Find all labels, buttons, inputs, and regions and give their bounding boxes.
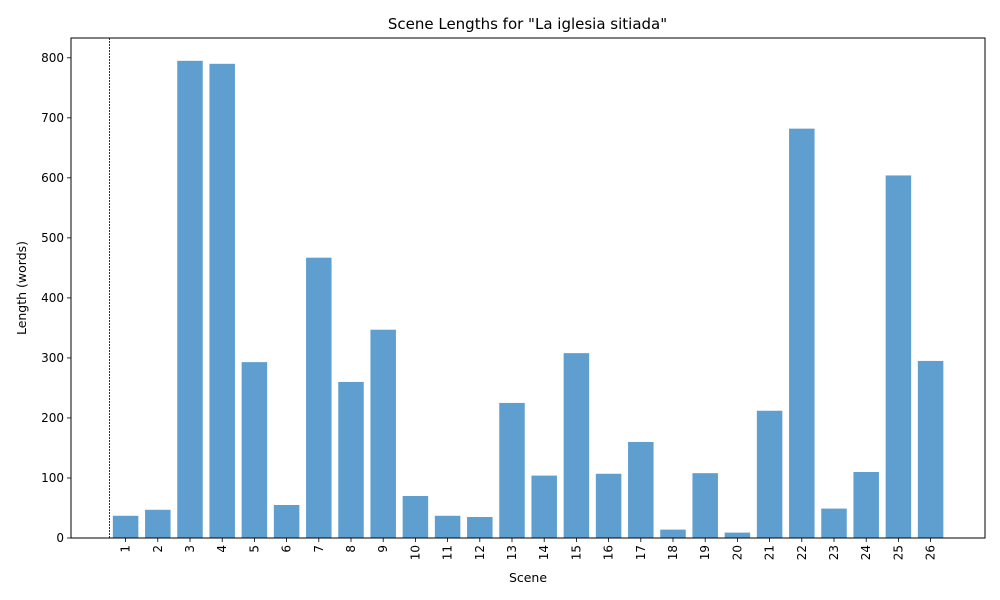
- x-tick-label: 26: [924, 545, 938, 560]
- y-tick-label: 400: [41, 291, 64, 305]
- x-tick-label: 11: [441, 545, 455, 560]
- bar-scene-9: [370, 329, 396, 538]
- y-tick-label: 0: [56, 531, 64, 545]
- bar-scene-16: [595, 473, 622, 538]
- bar-scene-17: [628, 441, 654, 538]
- bar-scene-11: [434, 515, 461, 538]
- x-tick-label: 25: [891, 545, 905, 560]
- bar-scene-2: [145, 509, 171, 538]
- bar-scene-10: [402, 495, 429, 538]
- bar-scene-3: [177, 60, 203, 539]
- y-tick-label: 100: [41, 471, 64, 485]
- x-tick-label: 22: [795, 545, 809, 560]
- x-tick-label: 6: [280, 545, 294, 553]
- x-tick-label: 5: [247, 545, 261, 553]
- bar-scene-6: [273, 504, 300, 538]
- bar-scene-19: [692, 473, 718, 538]
- x-axis: 1 2 3 4 5 6 7 8 9 10 11 12 13 14 15 16 17 18 19 20 21 22 23 24 2…: [119, 538, 938, 560]
- bar-scene-8: [338, 381, 364, 538]
- x-tick-label: 13: [505, 545, 519, 560]
- y-tick-label: 500: [41, 231, 64, 245]
- x-axis-label: Scene: [509, 570, 547, 585]
- x-tick-label: 7: [312, 545, 326, 553]
- bar-scene-20: [724, 532, 751, 538]
- y-axis: 0 100 200 300 400 500 600 700 800: [41, 51, 71, 545]
- bars-group: [112, 60, 944, 539]
- y-axis-label: Length (words): [14, 241, 29, 335]
- x-tick-label: 4: [215, 545, 229, 553]
- bar-scene-15: [563, 353, 590, 538]
- bar-scene-18: [660, 529, 686, 538]
- y-tick-label: 300: [41, 351, 64, 365]
- chart-title: Scene Lengths for "La iglesia sitiada": [388, 15, 667, 33]
- x-tick-label: 20: [730, 545, 744, 560]
- bar-scene-14: [531, 475, 557, 538]
- y-tick-label: 700: [41, 111, 64, 125]
- x-tick-label: 16: [602, 545, 616, 560]
- x-tick-label: 1: [119, 545, 133, 553]
- y-tick-label: 200: [41, 411, 64, 425]
- plot-frame: [70, 37, 986, 539]
- x-tick-label: 2: [151, 545, 165, 553]
- y-tick-label: 600: [41, 171, 64, 185]
- bar-scene-12: [467, 516, 493, 538]
- bar-scene-21: [756, 410, 783, 538]
- x-tick-label: 23: [827, 545, 841, 560]
- bar-scene-7: [306, 257, 332, 538]
- x-tick-label: 17: [634, 545, 648, 560]
- bar-scene-13: [499, 402, 525, 538]
- x-tick-label: 15: [569, 545, 583, 560]
- bar-scene-23: [821, 508, 847, 538]
- x-tick-label: 8: [344, 545, 358, 553]
- bar-scene-4: [209, 63, 235, 539]
- bar-scene-24: [853, 471, 879, 538]
- x-tick-label: 3: [183, 545, 197, 553]
- x-tick-label: 12: [473, 545, 487, 560]
- y-tick-label: 800: [41, 51, 64, 65]
- x-tick-label: 18: [666, 545, 680, 560]
- bar-scene-25: [885, 175, 912, 538]
- bar-scene-26: [917, 360, 944, 538]
- bar-scene-5: [241, 362, 268, 538]
- x-tick-label: 10: [408, 545, 422, 560]
- x-tick-label: 24: [859, 545, 873, 560]
- bar-scene-1: [112, 515, 139, 538]
- x-tick-label: 19: [698, 545, 712, 560]
- x-tick-label: 9: [376, 545, 390, 553]
- x-tick-label: 14: [537, 545, 551, 560]
- bar-scene-22: [789, 128, 815, 538]
- x-tick-label: 21: [763, 545, 777, 560]
